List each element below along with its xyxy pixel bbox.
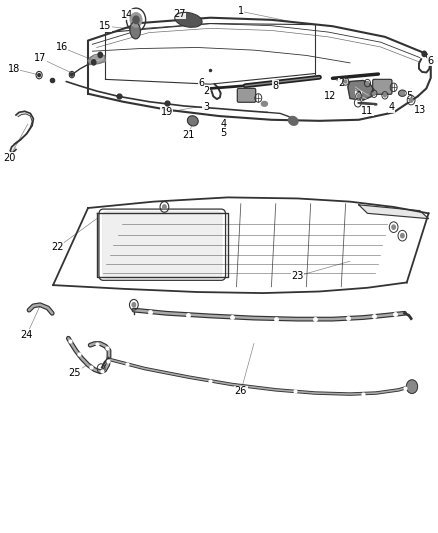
Ellipse shape [289, 117, 298, 125]
Polygon shape [11, 111, 33, 154]
Circle shape [384, 94, 386, 97]
Text: 5: 5 [406, 91, 412, 101]
Text: 3: 3 [356, 91, 362, 101]
Text: 25: 25 [69, 368, 81, 378]
Text: 2: 2 [203, 86, 209, 96]
Text: 26: 26 [235, 386, 247, 397]
Text: 6: 6 [198, 78, 205, 87]
Circle shape [357, 95, 360, 98]
FancyBboxPatch shape [102, 211, 222, 278]
Text: 24: 24 [21, 329, 33, 340]
Circle shape [344, 80, 347, 83]
Circle shape [392, 225, 396, 229]
Polygon shape [88, 54, 106, 64]
Circle shape [92, 60, 96, 65]
FancyBboxPatch shape [237, 88, 256, 102]
Ellipse shape [176, 13, 201, 27]
Circle shape [133, 16, 139, 23]
FancyBboxPatch shape [373, 79, 392, 94]
Text: 21: 21 [182, 130, 194, 140]
Ellipse shape [261, 101, 268, 106]
Text: 16: 16 [56, 43, 68, 52]
Circle shape [130, 12, 142, 27]
Text: 17: 17 [34, 53, 46, 63]
Text: 13: 13 [414, 104, 426, 115]
Text: 18: 18 [8, 64, 20, 74]
Text: 1: 1 [238, 6, 244, 17]
Text: 2: 2 [338, 78, 344, 88]
Text: 20: 20 [3, 152, 16, 163]
Circle shape [366, 82, 369, 85]
Circle shape [407, 380, 417, 393]
Circle shape [38, 74, 40, 77]
Ellipse shape [399, 91, 406, 96]
Text: 15: 15 [99, 21, 112, 31]
Text: 22: 22 [51, 243, 64, 252]
Text: 4: 4 [389, 102, 395, 112]
Text: 19: 19 [160, 107, 173, 117]
Text: 14: 14 [121, 10, 134, 20]
Text: 5: 5 [220, 127, 226, 138]
Polygon shape [359, 205, 428, 219]
Text: 4: 4 [220, 119, 226, 129]
Text: 12: 12 [324, 91, 336, 101]
Circle shape [98, 52, 102, 58]
Circle shape [401, 233, 404, 238]
Text: 11: 11 [361, 106, 374, 116]
Circle shape [162, 205, 166, 209]
Ellipse shape [188, 117, 198, 125]
Circle shape [422, 51, 426, 56]
Circle shape [132, 303, 136, 307]
Text: 6: 6 [427, 56, 434, 66]
Circle shape [373, 92, 375, 95]
Text: 27: 27 [173, 9, 186, 19]
Text: 3: 3 [203, 102, 209, 112]
Ellipse shape [131, 22, 140, 38]
Circle shape [410, 98, 413, 102]
Text: 8: 8 [273, 81, 279, 91]
Polygon shape [348, 80, 374, 100]
Circle shape [71, 73, 73, 76]
Text: 23: 23 [291, 271, 304, 281]
